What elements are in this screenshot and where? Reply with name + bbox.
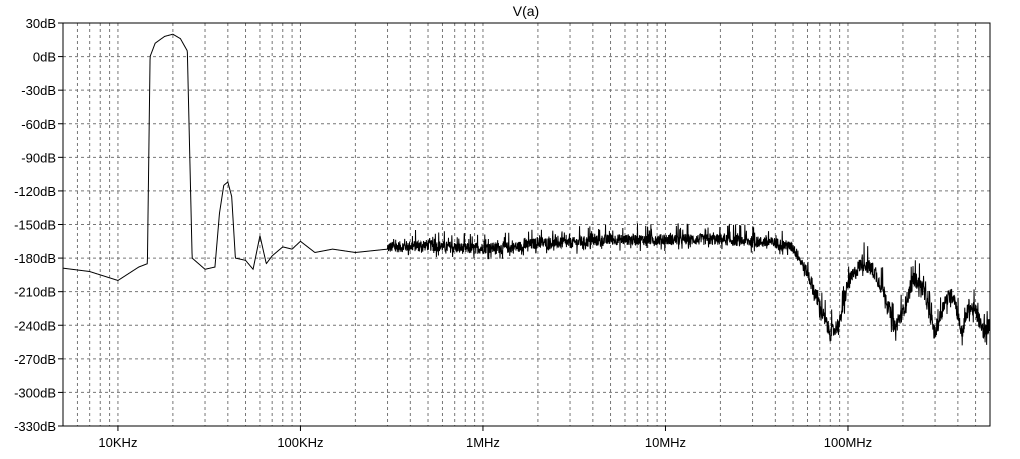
y-tick-label: -270dB: [14, 352, 56, 367]
y-tick-label: -300dB: [14, 385, 56, 400]
x-tick-label: 10MHz: [645, 435, 686, 450]
y-tick-label: -120dB: [14, 184, 56, 199]
y-tick-label: -330dB: [14, 419, 56, 434]
x-axis-ticks: 10KHz 100KHz 1MHz 10MHz 100MHz: [98, 426, 872, 450]
trace-layer: [62, 33, 991, 346]
y-tick-label: -150dB: [14, 218, 56, 233]
y-tick-label: -210dB: [14, 285, 56, 300]
y-tick-label: -90dB: [21, 150, 56, 165]
y-tick-label: -60dB: [21, 117, 56, 132]
x-tick-label: 100KHz: [277, 435, 323, 450]
x-tick-label: 10KHz: [98, 435, 137, 450]
spectrum-trace: [62, 33, 991, 346]
x-tick-label: 1MHz: [466, 435, 500, 450]
grid: [62, 22, 991, 427]
y-tick-label: -240dB: [14, 318, 56, 333]
x-tick-label: 100MHz: [824, 435, 872, 450]
y-tick-label: -30dB: [21, 83, 56, 98]
y-tick-label: -180dB: [14, 251, 56, 266]
y-axis-ticks: 30dB 0dB -30dB -60dB -90dB -120dB -150dB -180dB…: [14, 16, 63, 434]
chart-title: V(a): [513, 3, 539, 19]
y-tick-label: 0dB: [33, 50, 56, 65]
y-tick-label: 30dB: [26, 16, 56, 31]
